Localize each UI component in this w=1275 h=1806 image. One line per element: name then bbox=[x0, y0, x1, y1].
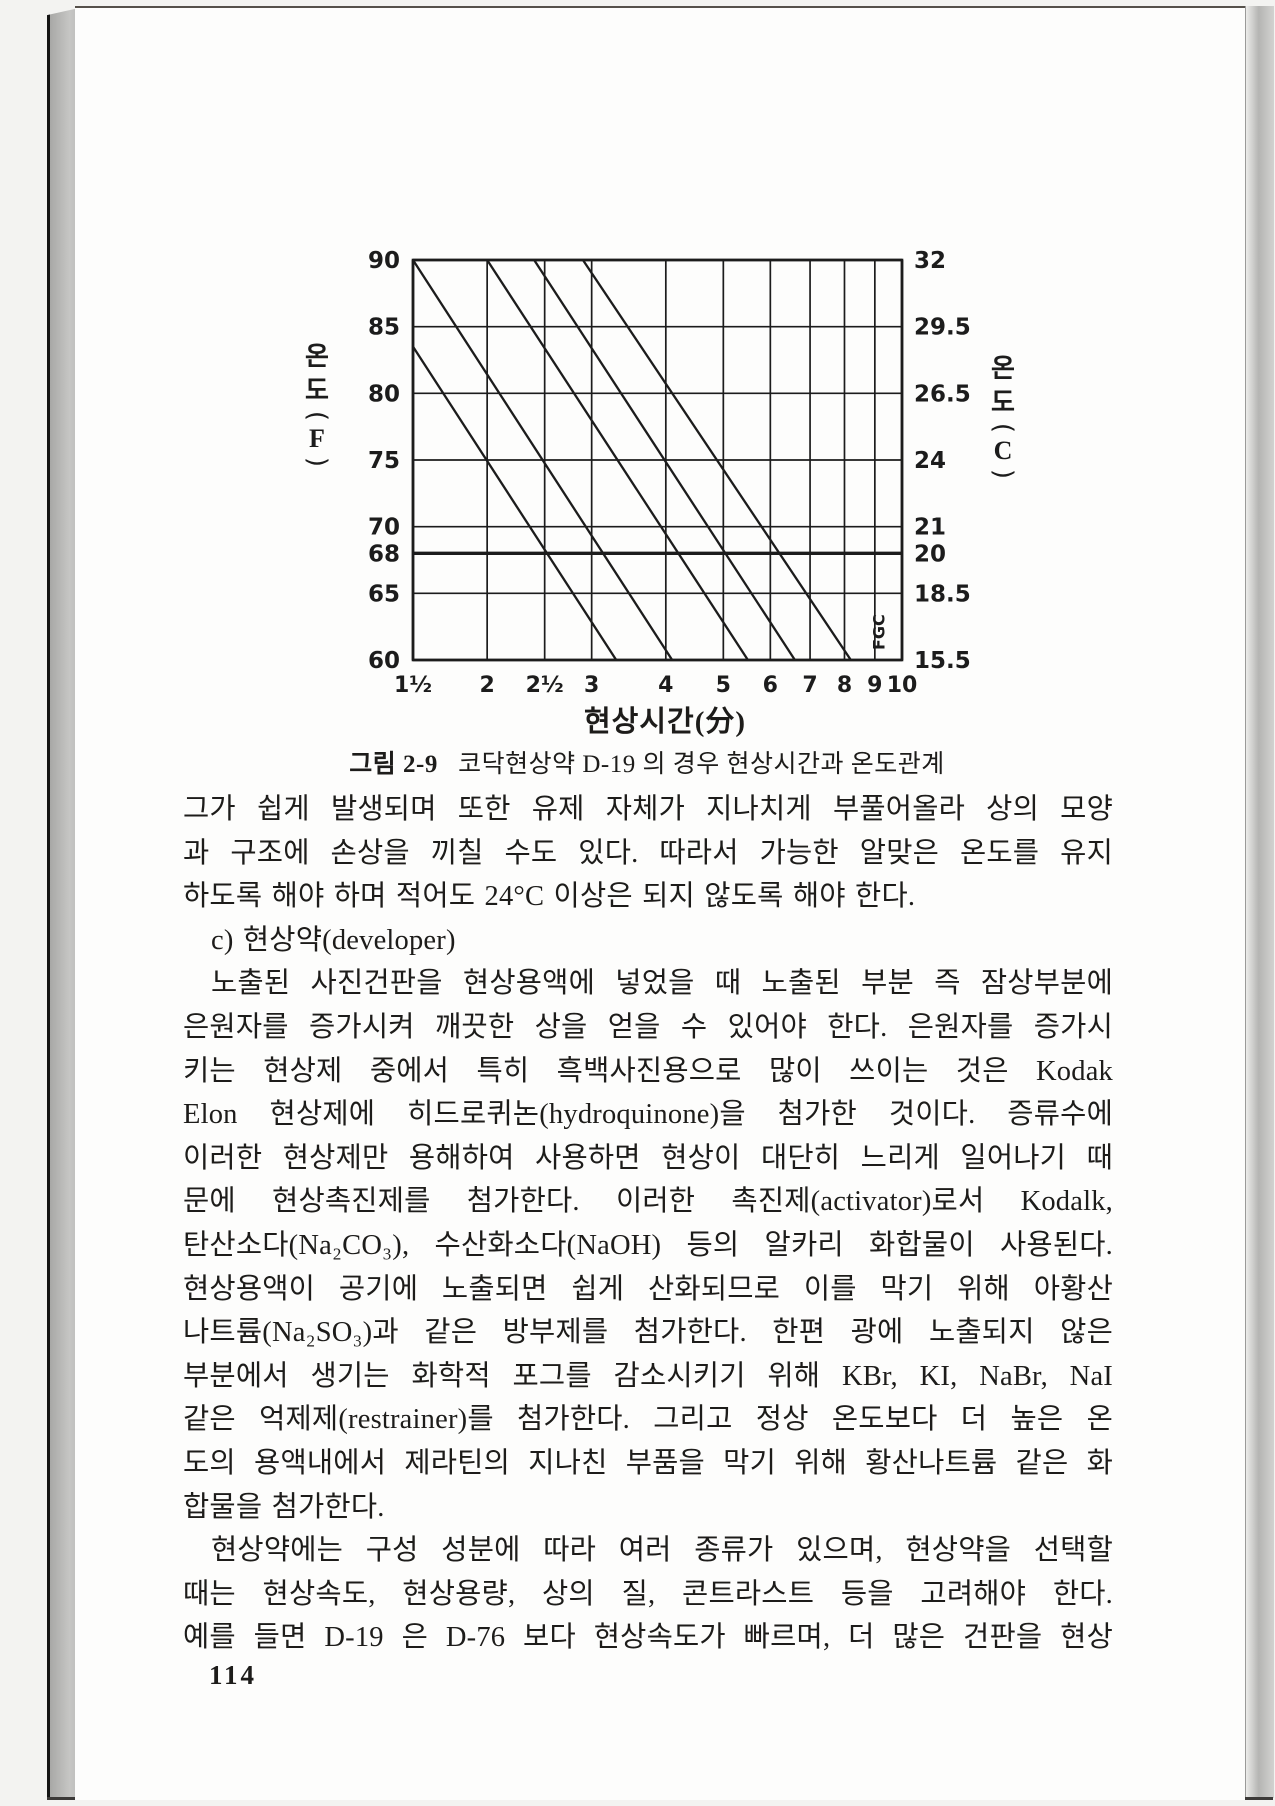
text-line: 문에 현상촉진제를 첨가한다. 이러한 촉진제(activator)로서 Kod… bbox=[183, 1186, 1113, 1218]
left-axis-close-paren: ) bbox=[302, 456, 332, 468]
left-axis-word-1: 온 bbox=[305, 342, 329, 372]
x-axis-tick: 7 bbox=[802, 673, 817, 698]
text-line: 예를 들면 D-19 은 D-76 보다 현상속도가 빠르며, 더 많은 건판을… bbox=[183, 1622, 1113, 1654]
y-axis-tick-fahrenheit: 90 bbox=[368, 248, 400, 274]
x-axis-tick: 6 bbox=[763, 673, 778, 698]
figure-caption-text: 코닥현상약 D-19 의 경우 현상시간과 온도관계 bbox=[458, 751, 945, 778]
text-line: 노출된 사진건판을 현상용액에 넣었을 때 노출된 부분 즉 잠상부분에 bbox=[211, 968, 1113, 1000]
time-temp-line-5 bbox=[581, 259, 852, 661]
text-line: 탄산소다(Na₂CO₃), 수산화소다(NaOH) 등의 알카리 화합물이 사용… bbox=[183, 1229, 1113, 1261]
right-axis-title: 온 도 ( C ) bbox=[983, 352, 1023, 482]
x-axis-tick: 9 bbox=[867, 673, 882, 698]
y-axis-tick-fahrenheit: 75 bbox=[368, 448, 400, 474]
y-axis-tick-fahrenheit: 65 bbox=[368, 581, 400, 607]
text-line: 그가 쉽게 발생되며 또한 유제 자체가 지나치게 부풀어올라 상의 모양 bbox=[183, 794, 1113, 825]
time-temp-line-1 bbox=[412, 346, 618, 661]
y-axis-tick-fahrenheit: 70 bbox=[368, 515, 400, 541]
left-axis-title: 온 도 ( F ) bbox=[297, 340, 337, 470]
text-line: 부분에서 생기는 화학적 포그를 감소시키기 위해 KBr, KI, NaBr,… bbox=[183, 1360, 1113, 1392]
right-axis-word-1: 온 bbox=[991, 354, 1015, 384]
text-line: 같은 억제제(restrainer)를 첨가한다. 그리고 정상 온도보다 더 … bbox=[183, 1404, 1113, 1436]
y-axis-tick-fahrenheit: 80 bbox=[368, 381, 400, 407]
text-line: 때는 현상속도, 현상용량, 상의 질, 콘트라스트 등을 고려해야 한다. bbox=[183, 1578, 1113, 1610]
text-line: 도의 용액내에서 제라틴의 지나친 부품을 막기 위해 황산나트륨 같은 화 bbox=[183, 1447, 1113, 1479]
text-line: 키는 현상제 중에서 특히 흑백사진용으로 많이 쓰이는 것은 Kodak bbox=[183, 1055, 1113, 1087]
text-line: 이러한 현상제만 용해하여 사용하면 현상이 대단히 느리게 일어나기 때 bbox=[183, 1142, 1113, 1174]
page-right-edge-shadow bbox=[1245, 6, 1274, 1798]
text-line: 하도록 해야 하며 적어도 24°C 이상은 되지 않도록 해야 한다. bbox=[183, 881, 916, 913]
x-axis-tick: 4 bbox=[658, 673, 673, 698]
y-axis-tick-fahrenheit: 60 bbox=[368, 648, 400, 674]
y-axis-tick-celsius: 24 bbox=[914, 448, 946, 474]
right-axis-open-paren: ( bbox=[988, 422, 1018, 434]
text-line: 나트륨(Na₂SO₃)과 같은 방부제를 첨가한다. 한편 광에 노출되지 않은 bbox=[183, 1317, 1113, 1349]
x-axis-tick: 5 bbox=[716, 673, 731, 698]
x-axis-tick: 3 bbox=[584, 673, 599, 698]
right-axis-word-2: 도 bbox=[991, 388, 1015, 418]
y-axis-tick-celsius: 26.5 bbox=[914, 381, 971, 407]
x-axis-tick: 1½ bbox=[394, 673, 432, 698]
y-axis-tick-celsius: 15.5 bbox=[914, 648, 971, 674]
y-axis-tick-celsius: 18.5 bbox=[914, 581, 971, 607]
left-axis-word-2: 도 bbox=[305, 376, 329, 406]
time-temp-line-2 bbox=[412, 259, 674, 661]
text-line-section-heading: c) 현상약(developer) bbox=[211, 924, 456, 956]
chart-frame bbox=[411, 258, 904, 662]
x-axis-tick: 2 bbox=[479, 673, 494, 698]
text-line: 은원자를 증가시켜 깨끗한 상을 얻을 수 있어야 한다. 은원자를 증가시 bbox=[183, 1011, 1113, 1043]
x-axis-tick: 8 bbox=[837, 673, 852, 698]
right-axis-unit: C bbox=[993, 436, 1013, 465]
x-axis-label: 현상시간(分) bbox=[583, 706, 747, 738]
page-number: 114 bbox=[209, 1660, 258, 1690]
text-line: 합물을 첨가한다. bbox=[183, 1491, 385, 1523]
y-axis-tick-celsius: 20 bbox=[914, 541, 946, 567]
figure-chart: 90858075706865603229.526.524212018.515.5… bbox=[368, 248, 971, 698]
x-axis-tick: 10 bbox=[887, 673, 918, 698]
page: 90 85 80 75 70 68 65 60 32 29.5 26.5 24 21 20 18.5 15.5… bbox=[75, 6, 1245, 1800]
y-axis-tick-fahrenheit: 85 bbox=[368, 315, 400, 341]
figure-caption: 그림 2-9 코닥현상약 D-19 의 경우 현상시간과 온도관계 bbox=[183, 744, 1111, 780]
y-axis-tick-fahrenheit: 68 bbox=[368, 541, 400, 567]
left-axis-open-paren: ( bbox=[302, 410, 332, 422]
x-axis-tick: 2½ bbox=[526, 673, 564, 698]
time-temp-line-4 bbox=[533, 259, 796, 661]
y-axis-tick-celsius: 32 bbox=[914, 248, 946, 274]
right-axis-close-paren: ) bbox=[988, 468, 1018, 480]
time-temp-line-3 bbox=[486, 259, 749, 661]
y-axis-tick-celsius: 29.5 bbox=[914, 315, 971, 341]
text-line: 현상약에는 구성 성분에 따라 여러 종류가 있으며, 현상약을 선택할 bbox=[211, 1535, 1113, 1567]
fgc-curve-label: FGC bbox=[870, 614, 889, 650]
text-line: Elon 현상제에 히드로퀴논(hydroquinone)을 첨가한 것이다. … bbox=[183, 1099, 1113, 1131]
body-text: 그가 쉽게 발생되며 또한 유제 자체가 지나치게 부풀어올라 상의 모양 과 … bbox=[183, 788, 1113, 1660]
text-line: 현상용액이 공기에 노출되면 쉽게 산화되므로 이를 막기 위해 아황산 bbox=[183, 1273, 1113, 1305]
left-axis-unit: F bbox=[309, 424, 325, 453]
text-line: 과 구조에 손상을 끼칠 수도 있다. 따라서 가능한 알맞은 온도를 유지 bbox=[183, 837, 1113, 869]
figure-number: 그림 2-9 bbox=[349, 751, 438, 778]
y-axis-tick-celsius: 21 bbox=[914, 515, 946, 541]
